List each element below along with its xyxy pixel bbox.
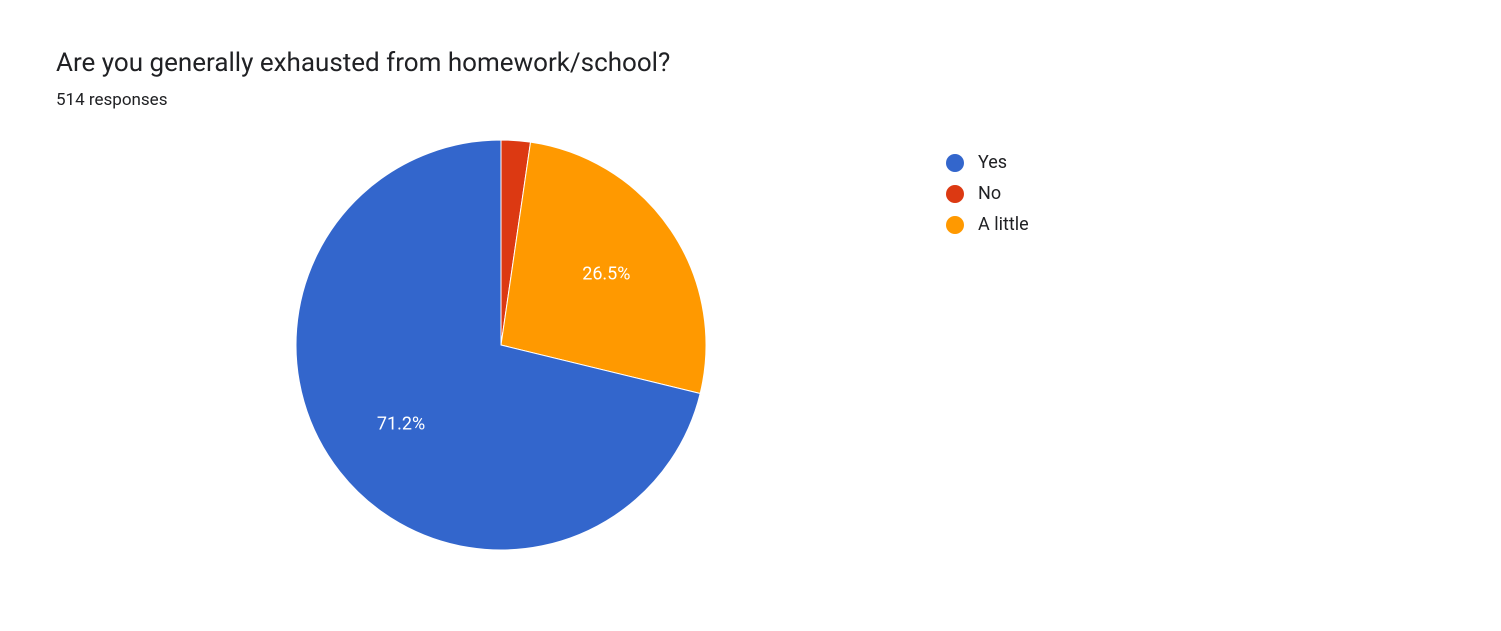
legend-item-yes[interactable]: Yes	[946, 152, 1029, 173]
legend-swatch	[946, 216, 964, 234]
legend-label: Yes	[978, 152, 1007, 173]
legend-item-a-little[interactable]: A little	[946, 214, 1029, 235]
legend-label: A little	[978, 214, 1029, 235]
legend: Yes No A little	[946, 140, 1029, 245]
pie-label-yes: 71.2%	[377, 413, 425, 434]
chart-title: Are you generally exhausted from homewor…	[56, 48, 1445, 78]
legend-item-no[interactable]: No	[946, 183, 1029, 204]
legend-swatch	[946, 154, 964, 172]
chart-subtitle: 514 responses	[56, 90, 1445, 110]
pie-svg	[296, 140, 706, 550]
pie-label-a-little: 26.5%	[582, 263, 630, 284]
legend-label: No	[978, 183, 1001, 204]
pie-chart: 26.5% 71.2%	[296, 140, 706, 550]
legend-swatch	[946, 185, 964, 203]
chart-area: 26.5% 71.2% Yes No A little	[56, 120, 1445, 550]
